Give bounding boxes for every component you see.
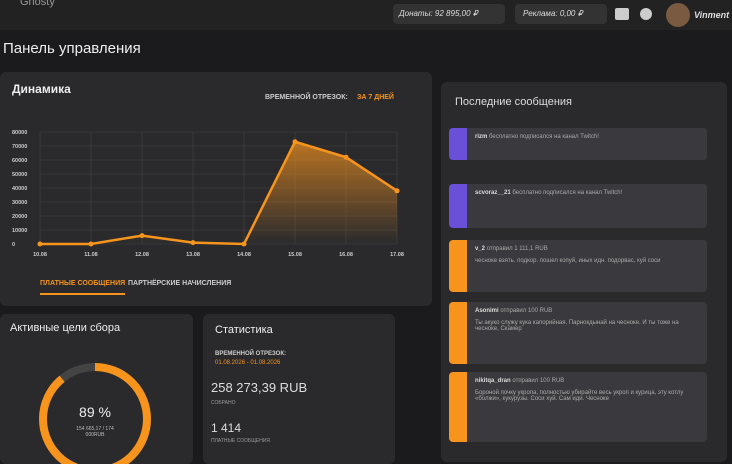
point [88, 241, 94, 247]
message-text: Ты акуко служу кука капорийная. Парнокды… [475, 320, 679, 332]
card-title: Динамика [12, 82, 71, 96]
card-title: Статистика [215, 324, 273, 336]
x-tick-label: 11.08 [84, 252, 97, 258]
ads[interactable]: Реклама: 0,00 ₽ [515, 4, 607, 24]
avatar[interactable] [666, 3, 690, 27]
message-action: бесплатно подписался на канал Twitch! [512, 190, 623, 196]
message-user[interactable]: v_2 [475, 246, 486, 252]
message-user[interactable]: nikitqa_dran [475, 378, 511, 384]
message: scvoraz__21 бесплатно подписался на кана… [449, 184, 707, 228]
top-bar: Ghosty Донаты: 92 895,00 ₽ Реклама: 0,00… [0, 0, 732, 30]
x-tick-label: 15.08 [288, 252, 302, 258]
y-tick-label: 60000 [12, 158, 27, 164]
period-value[interactable]: 01.08.2026 - 01.08.2026 [215, 360, 281, 366]
goal-amount: 154 665,17 / 174 000RUB [76, 426, 114, 438]
x-tick-label: 10.08 [33, 252, 47, 258]
goals-card: Активные цели сбора 89 % 154 665,17 / 17… [0, 314, 193, 464]
chart: 0 10000 20000 30000 40000 50000 60000 70000 8000… [12, 130, 404, 258]
tab[interactable]: ПАРТНЁРСКИЕ НАЧИСЛЕНИЯ [128, 280, 232, 287]
y-tick-label: 10000 [12, 228, 27, 234]
point [139, 233, 145, 239]
icon[interactable] [640, 8, 652, 20]
card-title: Последние сообщения [455, 96, 573, 108]
message: rizm бесплатно подписался на канал Twitc… [449, 128, 707, 160]
gauge-arc [39, 363, 151, 464]
y-tick-label: 40000 [12, 186, 27, 192]
point [343, 154, 349, 160]
period-label: ВРЕМЕННОЙ ОТРЕЗОК: [215, 351, 286, 357]
message-user[interactable]: rizm [475, 134, 488, 140]
logo[interactable]: Ghosty [20, 0, 55, 8]
messages-label: ПЛАТНЫЕ СООБЩЕНИЯ [211, 438, 271, 444]
y-tick-label: 70000 [12, 144, 27, 150]
y-tick-label: 50000 [12, 172, 27, 178]
dynamics-card: Динамика ВРЕМЕННОЙ ОТРЕЗОК: ЗА 7 ДНЕЙ 0 1… [0, 72, 432, 306]
y-tick-label: 0 [12, 242, 15, 248]
gauge [39, 363, 151, 464]
collected-label: СОБРАНО [211, 400, 236, 406]
collected: 258 273,39 RUB [211, 380, 308, 395]
icon[interactable] [615, 8, 629, 20]
message: v_2 отправил 1 111,1 RUB чесноке взять. п… [449, 240, 707, 292]
period-label: ВРЕМЕННОЙ ОТРЕЗОК: [265, 94, 348, 101]
message-text: чесноке взять. подкор. пошел копуй, иных… [475, 258, 661, 264]
message: Asonimi отправил 100 RUB Ты акуко служу к… [449, 302, 707, 364]
stats-card: Статистика ВРЕМЕННОЙ ОТРЕЗОК: 01.08.2026… [203, 314, 395, 464]
y-tick-label: 20000 [12, 214, 27, 220]
point [190, 240, 196, 246]
message-user[interactable]: Asonimi [475, 308, 499, 314]
x-tick-label: 13.08 [186, 252, 200, 258]
messages-card: Последние сообщения rizm бесплатно подпи… [441, 82, 727, 462]
page-title: Панель управления [3, 40, 141, 57]
x-tick-label: 12.08 [135, 252, 149, 258]
x-tick-label: 14.08 [237, 252, 251, 258]
line [40, 140, 398, 246]
point [37, 241, 43, 247]
user-name[interactable]: Vinment [694, 10, 730, 20]
tab[interactable]: ПЛАТНЫЕ СООБЩЕНИЯ [40, 280, 126, 295]
message-user[interactable]: scvoraz__21 [475, 190, 511, 196]
donations[interactable]: Донаты: 92 895,00 ₽ [393, 4, 505, 24]
message-action: бесплатно подписался на канал Twitch! [489, 134, 599, 140]
message-text: Бороной почку укропа, полностью убирайте… [475, 390, 684, 402]
x-tick-label: 16.08 [339, 252, 353, 258]
message-action: отправил 100 RUB [500, 308, 553, 314]
message-action: отправил 100 RUB [512, 378, 565, 384]
point [394, 188, 400, 194]
gauge-percent: 89 % [79, 404, 111, 420]
card-title: Активные цели сбора [10, 322, 121, 334]
point [292, 139, 298, 145]
x-tick-label: 17.08 [390, 252, 404, 258]
messages-count: 1 414 [211, 421, 242, 435]
period-value[interactable]: ЗА 7 ДНЕЙ [357, 94, 394, 101]
message-action: отправил 1 111,1 RUB [486, 246, 548, 252]
point [241, 241, 247, 247]
y-tick-label: 80000 [12, 130, 27, 136]
y-tick-label: 30000 [12, 200, 27, 206]
area [40, 141, 397, 244]
message: nikitqa_dran отправил 100 RUB Бороной поч… [449, 372, 707, 442]
